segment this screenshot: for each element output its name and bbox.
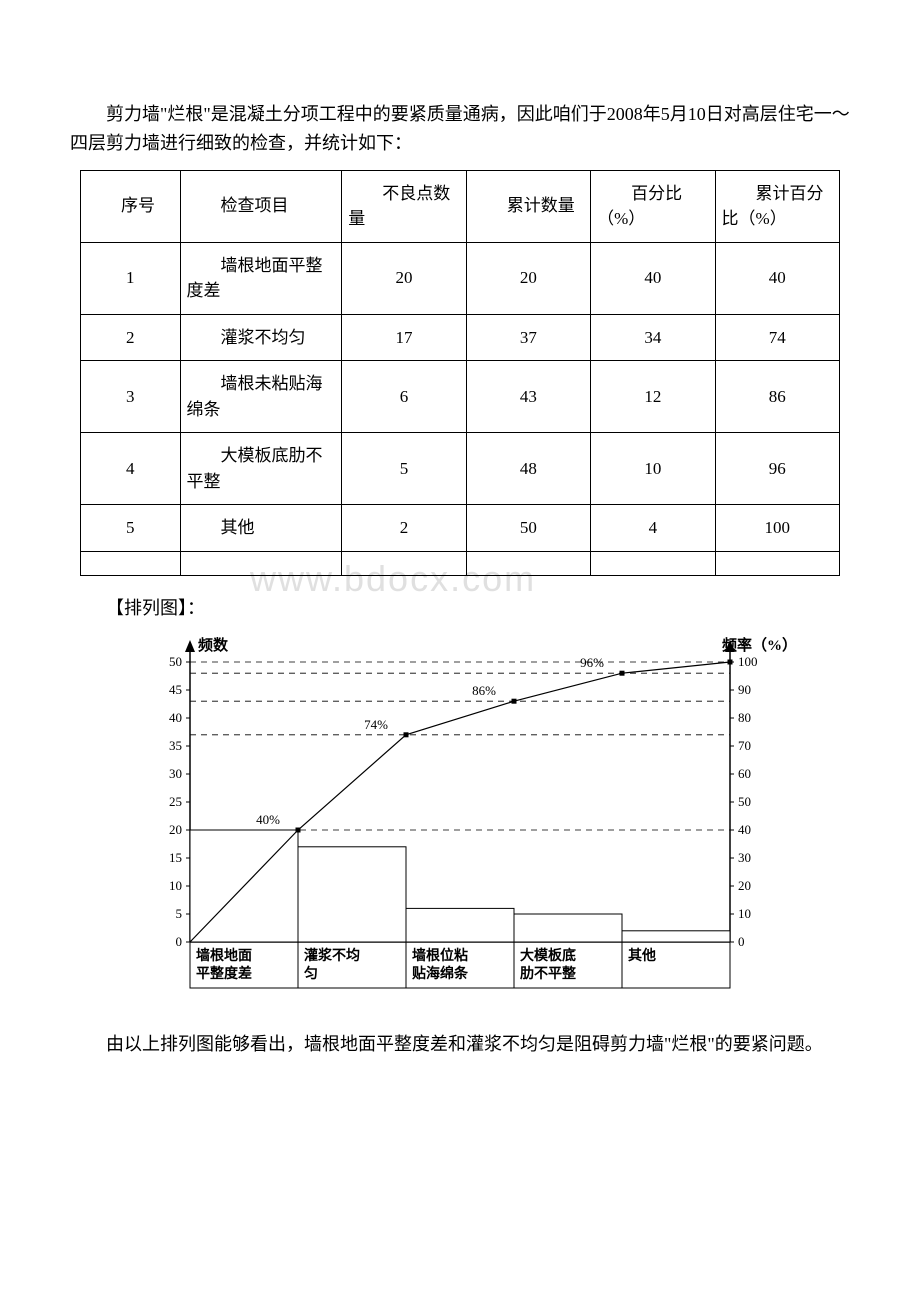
cell-defect: 17 [342,314,466,361]
svg-text:频率（%）: 频率（%） [722,636,797,654]
conclusion-paragraph: 由以上排列图能够看出，墙根地面平整度差和灌浆不均匀是阻碍剪力墙"烂根"的要紧问题… [70,1030,850,1059]
svg-text:90: 90 [738,682,751,697]
cell-cum: 48 [466,433,590,505]
svg-text:0: 0 [176,934,183,949]
svg-text:肋不平整: 肋不平整 [520,965,577,982]
svg-text:30: 30 [169,766,182,781]
table-row: 5其他2504100 [81,505,840,552]
svg-text:40: 40 [169,710,182,725]
cell-cumpct: 96 [715,433,839,505]
table-row: 4大模板底肋不平整5481096 [81,433,840,505]
svg-text:96%: 96% [580,656,604,671]
defect-table: 序号 检查项目 不良点数量 累计数量 百分比（%） 累计百分比（%） 1墙根地面… [80,170,840,576]
cell-pct: 12 [591,361,715,433]
header-defect: 不良点数量 [348,181,459,232]
svg-text:86%: 86% [472,684,496,699]
cell-pct: 4 [591,505,715,552]
cell-seq: 4 [81,433,181,505]
header-cumpct: 累计百分比（%） [722,181,833,232]
svg-text:其他: 其他 [628,947,656,964]
svg-text:灌浆不均: 灌浆不均 [304,947,360,964]
cell-pct: 34 [591,314,715,361]
cell-pct: 10 [591,433,715,505]
svg-text:20: 20 [169,822,182,837]
cell-item: 大模板底肋不平整 [180,433,342,505]
cell-item: 墙根未粘贴海绵条 [180,361,342,433]
svg-text:平整度差: 平整度差 [196,965,252,982]
svg-text:45: 45 [169,682,182,697]
svg-text:频数: 频数 [198,636,229,654]
cell-item: 其他 [180,505,342,552]
table-row: 1墙根地面平整度差20204040 [81,242,840,314]
cell-defect: 5 [342,433,466,505]
svg-text:100: 100 [738,654,758,669]
svg-text:40: 40 [738,822,751,837]
header-item: 检查项目 [187,193,336,219]
header-pct: 百分比（%） [597,181,708,232]
cell-cum: 43 [466,361,590,433]
svg-text:74%: 74% [364,717,388,732]
cell-cum: 50 [466,505,590,552]
pareto-chart: 频数 频率（%） 0 5 10 15 20 25 30 35 40 45 50 0 10 20 30 40 50 60… [120,632,800,1012]
svg-text:25: 25 [169,794,182,809]
svg-text:30: 30 [738,850,751,865]
svg-text:50: 50 [169,654,182,669]
svg-text:15: 15 [169,850,182,865]
cell-pct: 40 [591,242,715,314]
svg-text:墙根位粘: 墙根位粘 [412,947,468,964]
cell-cumpct: 74 [715,314,839,361]
svg-text:50: 50 [738,794,751,809]
cell-defect: 20 [342,242,466,314]
svg-text:10: 10 [169,878,182,893]
svg-text:70: 70 [738,738,751,753]
header-seq: 序号 [87,193,174,219]
table-row: 3墙根未粘贴海绵条6431286 [81,361,840,433]
cell-seq: 5 [81,505,181,552]
cell-seq: 1 [81,242,181,314]
cell-item: 灌浆不均匀 [180,314,342,361]
cell-cum: 37 [466,314,590,361]
table-header-row: 序号 检查项目 不良点数量 累计数量 百分比（%） 累计百分比（%） [81,170,840,242]
svg-text:80: 80 [738,710,751,725]
svg-text:贴海绵条: 贴海绵条 [412,965,469,982]
svg-text:大模板底: 大模板底 [520,947,576,964]
header-cum: 累计数量 [473,193,584,219]
svg-text:墙根地面: 墙根地面 [196,947,252,964]
cell-defect: 2 [342,505,466,552]
cell-cumpct: 86 [715,361,839,433]
intro-paragraph: 剪力墙"烂根"是混凝土分项工程中的要紧质量通病，因此咱们于2008年5月10日对… [70,100,850,158]
svg-text:10: 10 [738,906,751,921]
cell-seq: 3 [81,361,181,433]
svg-text:5: 5 [176,906,183,921]
table-row: 2灌浆不均匀17373474 [81,314,840,361]
svg-text:20: 20 [738,878,751,893]
cell-item: 墙根地面平整度差 [180,242,342,314]
cell-cumpct: 40 [715,242,839,314]
svg-text:40%: 40% [256,812,280,827]
cell-cum: 20 [466,242,590,314]
svg-text:60: 60 [738,766,751,781]
cell-seq: 2 [81,314,181,361]
cell-cumpct: 100 [715,505,839,552]
svg-text:0: 0 [738,934,745,949]
cell-defect: 6 [342,361,466,433]
svg-text:35: 35 [169,738,182,753]
chart-title: 【排列图】： [70,594,850,623]
svg-text:匀: 匀 [304,965,318,982]
table-empty-row [81,551,840,575]
